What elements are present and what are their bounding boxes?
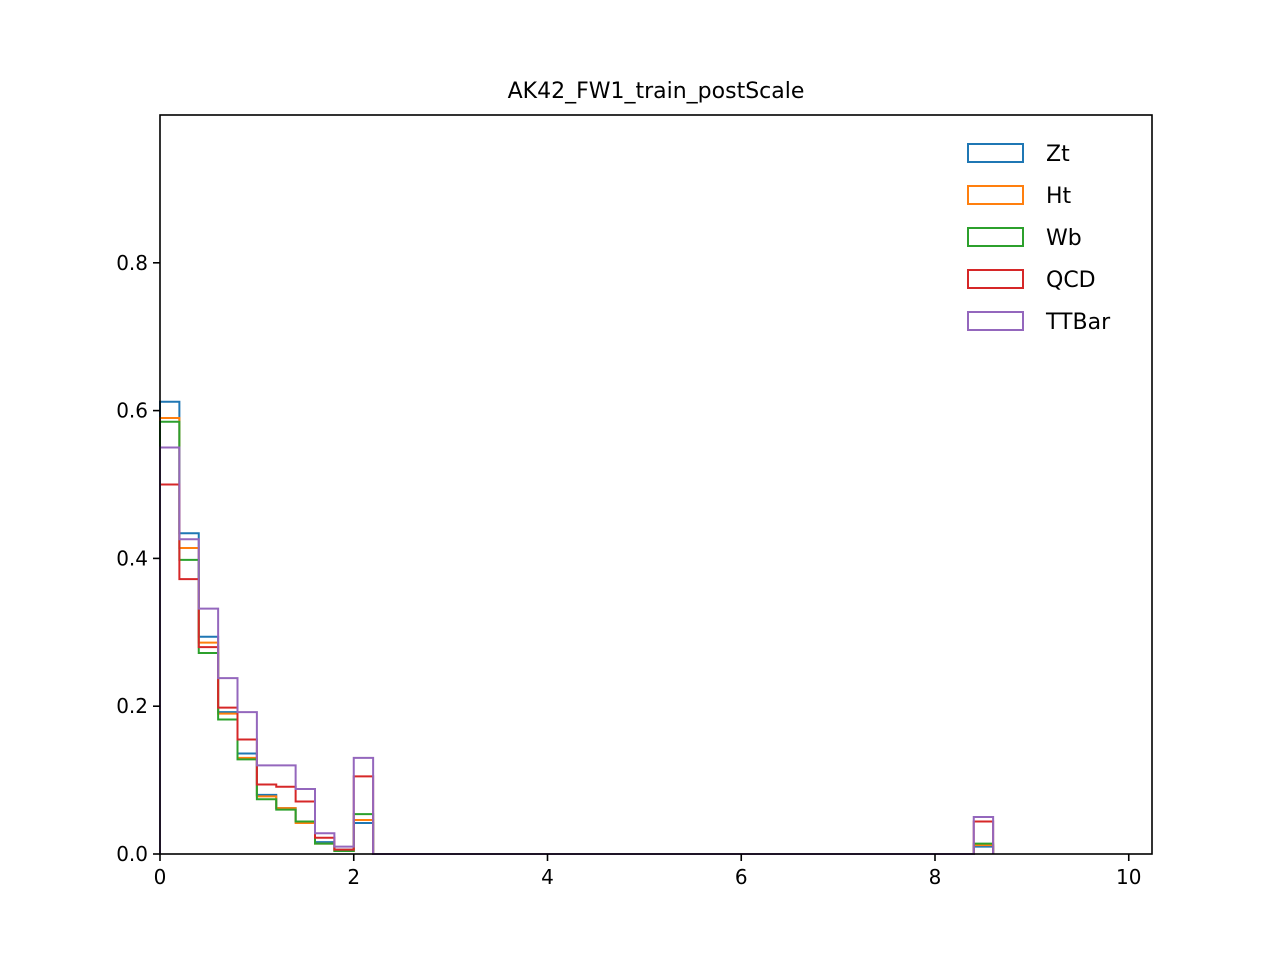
legend-label-ht: Ht	[1046, 184, 1072, 209]
plot-frame	[159, 114, 1153, 855]
y-tick-label: 0.8	[116, 251, 148, 275]
axes-layer: 0 2 4 6 8 10 0.0 0.2 0.4 0.6 0.8	[116, 251, 1141, 889]
legend-label-qcd: QCD	[1046, 268, 1096, 293]
legend-swatch-ttbar	[967, 311, 1024, 331]
x-tick-label: 8	[929, 865, 942, 889]
legend-label-ttbar: TTBar	[1045, 310, 1111, 335]
legend-swatch-qcd	[967, 269, 1024, 289]
x-tick-label: 0	[154, 865, 167, 889]
y-tick-label: 0.2	[116, 694, 148, 718]
x-tick-label: 10	[1116, 865, 1141, 889]
y-tick-label: 0.0	[116, 842, 148, 866]
legend-label-zt: Zt	[1046, 142, 1070, 167]
x-tick-label: 4	[541, 865, 554, 889]
legend-swatch-ht	[967, 185, 1024, 205]
legend-swatch-wb	[967, 227, 1024, 247]
legend-swatch-zt	[967, 143, 1024, 163]
y-tick-label: 0.6	[116, 399, 148, 423]
chart-title: AK42_FW1_train_postScale	[508, 79, 805, 104]
x-tick-label: 6	[735, 865, 748, 889]
x-tick-label: 2	[347, 865, 360, 889]
legend: Zt Ht Wb QCD TTBar	[967, 142, 1111, 335]
y-tick-label: 0.4	[116, 546, 148, 570]
legend-label-wb: Wb	[1046, 226, 1082, 251]
